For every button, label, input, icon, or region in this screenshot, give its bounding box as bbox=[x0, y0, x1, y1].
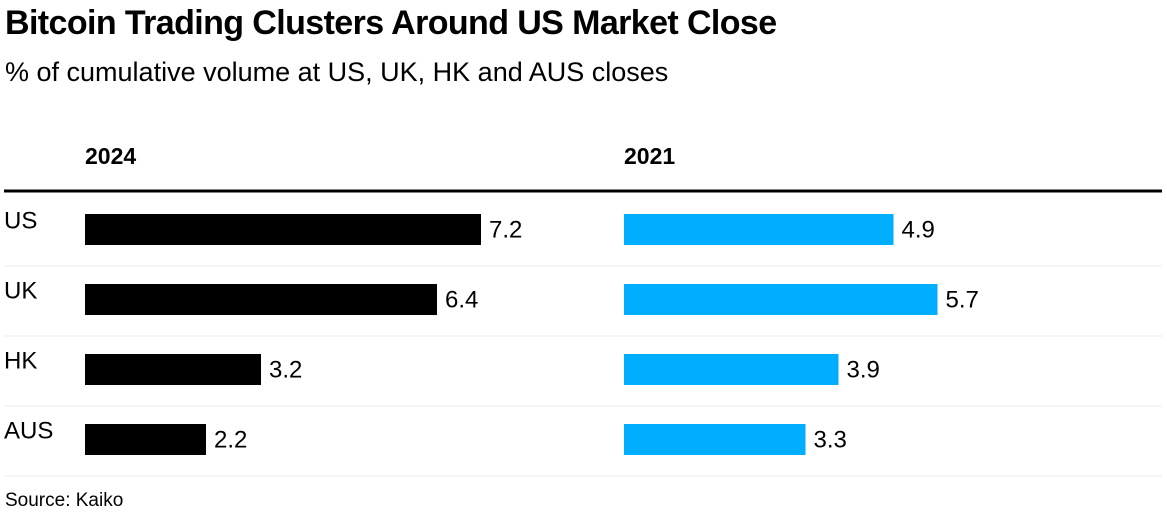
bar bbox=[624, 214, 894, 245]
chart-subtitle: % of cumulative volume at US, UK, HK and… bbox=[5, 57, 669, 87]
bar-value-label: 6.4 bbox=[445, 287, 478, 314]
bar bbox=[624, 354, 839, 385]
bar-value-label: 4.9 bbox=[902, 217, 935, 244]
bar-value-label: 3.3 bbox=[814, 427, 847, 454]
category-label: UK bbox=[4, 278, 37, 305]
chart-title: Bitcoin Trading Clusters Around US Marke… bbox=[5, 4, 777, 42]
panel-title: 2024 bbox=[85, 143, 136, 169]
bar bbox=[85, 424, 206, 455]
category-label: US bbox=[4, 208, 37, 235]
bar bbox=[85, 284, 437, 315]
bar-value-label: 3.2 bbox=[269, 357, 302, 384]
bar-value-label: 2.2 bbox=[214, 427, 247, 454]
panel-title: 2021 bbox=[624, 143, 675, 169]
source-note: Source: Kaiko bbox=[5, 490, 124, 511]
bar-value-label: 7.2 bbox=[489, 217, 522, 244]
category-label: AUS bbox=[4, 418, 53, 445]
category-label: HK bbox=[4, 348, 37, 375]
bar-value-label: 5.7 bbox=[946, 287, 979, 314]
bar bbox=[85, 354, 261, 385]
bar bbox=[624, 284, 938, 315]
bar bbox=[85, 214, 481, 245]
bar bbox=[624, 424, 806, 455]
bar-value-label: 3.9 bbox=[847, 357, 880, 384]
